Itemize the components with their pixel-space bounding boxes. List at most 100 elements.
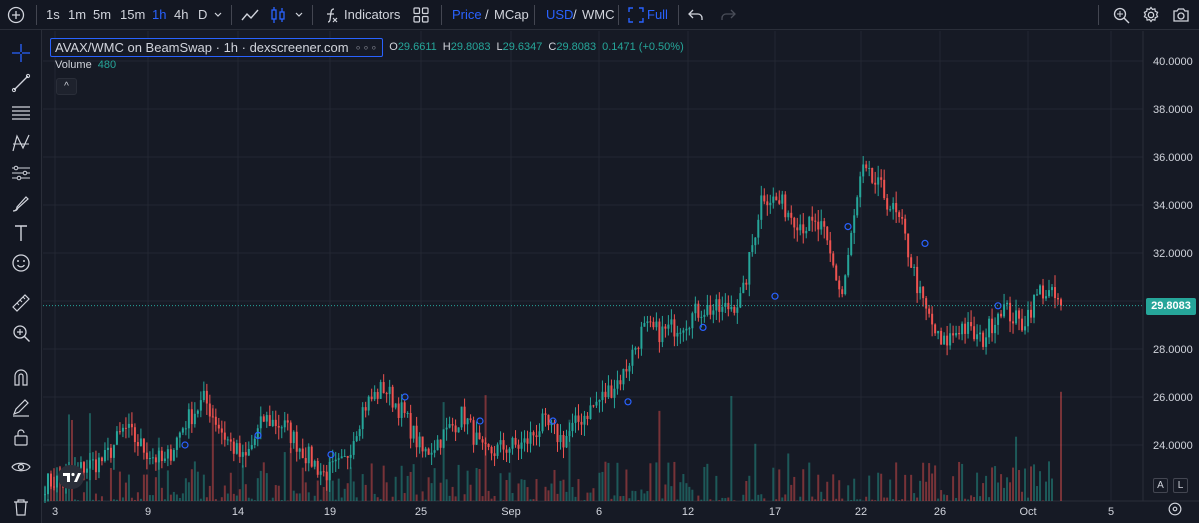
full-button[interactable]: Full (647, 7, 668, 22)
candle-body (172, 449, 175, 461)
interval-d[interactable]: D (198, 7, 208, 22)
interval-1h[interactable]: 1h (152, 7, 167, 22)
tradingview-logo[interactable] (58, 465, 84, 489)
snapshot-camera-icon[interactable] (1171, 5, 1191, 25)
layouts-grid-icon[interactable] (411, 5, 431, 25)
trade-marker (771, 292, 779, 300)
pattern-tool-icon[interactable] (10, 132, 32, 154)
ruler-measure-icon[interactable] (10, 292, 32, 314)
interval-dropdown-icon[interactable] (212, 8, 224, 20)
line-chart-icon[interactable] (240, 5, 260, 25)
candlestick-chart-svg[interactable]: 40.0000 38.0000 36.0000 34.0000 32.0000 28.00… (43, 31, 1199, 523)
forecasting-tool-icon[interactable] (10, 162, 32, 184)
crosshair-icon[interactable] (10, 42, 32, 64)
volume-bar (160, 487, 163, 501)
log-scale-button[interactable]: L (1173, 478, 1188, 493)
toolbar-separator (36, 5, 37, 25)
candle-body (154, 457, 157, 463)
interval-1s[interactable]: 1s (46, 7, 60, 22)
candle-body (688, 328, 691, 330)
candle-body (481, 439, 484, 443)
wmc-toggle[interactable]: WMC (582, 7, 615, 22)
indicators-button[interactable]: Indicators (344, 7, 401, 22)
quick-search-icon[interactable] (1111, 5, 1131, 25)
text-tool-icon[interactable] (10, 222, 32, 244)
candles-chart-icon[interactable] (268, 5, 288, 25)
brush-icon[interactable] (10, 192, 32, 214)
candle-body (715, 299, 718, 311)
candle-body (754, 237, 757, 246)
candle-body (82, 462, 85, 473)
price-toggle[interactable]: Price (452, 7, 482, 22)
undo-icon[interactable] (686, 5, 706, 25)
add-symbol-icon[interactable] (6, 5, 26, 25)
candle-body (574, 415, 577, 423)
interval-1m[interactable]: 1m (68, 7, 87, 22)
usd-toggle[interactable]: USD (546, 7, 574, 22)
lock-drawings-icon[interactable] (10, 426, 32, 448)
zoom-in-icon[interactable] (10, 322, 32, 344)
volume-bar (385, 482, 388, 501)
volume-bar (1015, 436, 1018, 501)
candle-body (400, 402, 403, 418)
candle-body (649, 321, 652, 323)
candle-body (742, 282, 745, 294)
candle-body (406, 412, 409, 414)
toolbar-separator (678, 5, 679, 25)
candle-body (583, 415, 586, 425)
volume-bar (274, 485, 277, 501)
volume-bar (265, 473, 268, 501)
time-axis-settings-icon[interactable] (1166, 500, 1184, 518)
volume-bar (886, 497, 889, 501)
candle-body (1051, 287, 1054, 291)
interval-5m[interactable]: 5m (93, 7, 112, 22)
candle-body (832, 253, 835, 266)
volume-bar (220, 497, 223, 501)
volume-bar (229, 472, 232, 501)
hide-drawings-eye-icon[interactable] (10, 456, 32, 478)
trend-line-icon[interactable] (10, 72, 32, 94)
fib-retracement-icon[interactable] (10, 102, 32, 124)
candle-body (943, 335, 946, 345)
candle-body (856, 197, 859, 216)
chart-type-dropdown-icon[interactable] (293, 8, 305, 20)
volume-bar (574, 496, 577, 501)
price-chart[interactable]: 40.0000 38.0000 36.0000 34.0000 32.0000 28.00… (43, 31, 1199, 523)
candle-body (772, 196, 775, 203)
collapse-legend-button[interactable]: ^ (56, 78, 77, 95)
volume-bar (169, 494, 172, 501)
redo-icon[interactable] (718, 5, 738, 25)
settings-gear-icon[interactable] (1141, 5, 1161, 25)
volume-bar (826, 481, 829, 501)
volume-bar (457, 464, 460, 501)
fullscreen-icon[interactable] (626, 5, 646, 25)
stay-in-drawing-mode-icon[interactable] (10, 396, 32, 418)
volume-bar (547, 490, 550, 501)
volume-bar (718, 500, 721, 501)
interval-15m[interactable]: 15m (120, 7, 146, 22)
volume-bar (763, 498, 766, 501)
volume-bar (523, 479, 526, 501)
volume-bar (922, 462, 925, 501)
volume-bar (646, 491, 649, 501)
volume-bar (673, 461, 676, 501)
volume-bar (910, 474, 913, 501)
symbol-title[interactable]: AVAX/WMC on BeamSwap · 1h · dexscreener.… (50, 37, 384, 57)
emoji-icon[interactable] (10, 252, 32, 274)
candle-body (442, 429, 445, 448)
auto-scale-button[interactable]: A (1153, 478, 1168, 493)
more-options-icon[interactable]: ∘∘∘ (354, 41, 379, 54)
mcap-toggle[interactable]: MCap (494, 7, 529, 22)
candle-body (166, 449, 169, 459)
volume-bar (382, 465, 385, 501)
volume-bar (427, 477, 430, 501)
remove-drawings-trash-icon[interactable] (10, 496, 32, 518)
time-tick-label: Sep (501, 506, 521, 518)
indicators-icon[interactable] (320, 5, 340, 25)
volume-bar (475, 467, 478, 501)
interval-4h[interactable]: 4h (174, 7, 189, 22)
magnet-icon[interactable] (10, 366, 32, 388)
toolbar-separator (1098, 5, 1099, 25)
volume-bar (391, 496, 394, 501)
candle-body (1024, 326, 1027, 331)
